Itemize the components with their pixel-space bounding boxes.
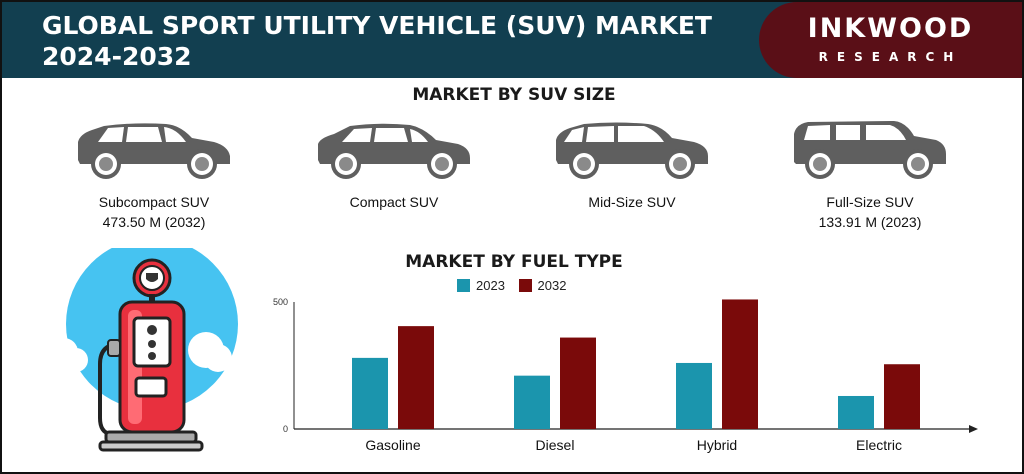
car-item-compact: Compact SUV: [294, 116, 494, 212]
fuel-pump-icon: [56, 248, 238, 452]
bar-2032-electric: [884, 364, 920, 429]
fuel-type-title: MARKET BY FUEL TYPE: [405, 252, 623, 272]
midsize-suv-icon: [556, 122, 708, 179]
logo-subtitle: RESEARCH: [818, 50, 963, 64]
bar-2023-electric: [838, 395, 874, 429]
legend-label: 2023: [476, 278, 505, 293]
bar-2032-diesel: [560, 337, 596, 429]
legend-swatch: [518, 279, 532, 292]
x-tick-label: Electric: [856, 437, 902, 453]
fullsize-suv-icon: [794, 121, 946, 179]
car-item-fullsize: Full-Size SUV 133.91 M (2023): [770, 116, 970, 232]
bar-2032-hybrid: [722, 299, 758, 429]
car-value: 133.91 M (2023): [818, 214, 922, 230]
x-tick-label: Gasoline: [365, 437, 420, 453]
car-name: Subcompact SUV: [98, 194, 210, 210]
suv-size-title: MARKET BY SUV SIZE: [412, 85, 616, 105]
car-name: Full-Size SUV: [826, 194, 914, 210]
x-axis-arrow: [969, 425, 978, 433]
bar-2032-gasoline: [398, 326, 434, 429]
bar-2023-diesel: [514, 375, 550, 429]
bar-2023-gasoline: [352, 357, 388, 429]
legend-label: 2032: [537, 278, 567, 293]
legend-swatch: [457, 279, 470, 292]
logo-name: INKWOOD: [807, 13, 974, 44]
x-tick-label: Diesel: [536, 437, 575, 453]
compact-suv-icon: [318, 123, 470, 179]
header-banner: GLOBAL SPORT UTILITY VEHICLE (SUV) MARKE…: [2, 2, 1022, 78]
car-name: Compact SUV: [349, 194, 439, 210]
legend-item-2023: 2023: [457, 278, 505, 293]
fuel-type-bar-chart: 0 500 Gasoline Diesel Hybrid Electric: [273, 297, 978, 453]
x-tick-label: Hybrid: [697, 437, 737, 453]
chart-legend: 2023 2032: [457, 278, 576, 293]
car-item-midsize: Mid-Size SUV: [532, 116, 732, 212]
y-tick-label: 500: [273, 297, 288, 307]
y-tick-label: 0: [283, 424, 288, 434]
bar-2023-hybrid: [676, 362, 712, 429]
car-value: 473.50 M (2032): [102, 214, 206, 230]
subcompact-suv-icon: [78, 123, 230, 179]
car-item-subcompact: Subcompact SUV 473.50 M (2032): [54, 116, 254, 232]
legend-item-2032: 2032: [518, 278, 567, 293]
page-title: GLOBAL SPORT UTILITY VEHICLE (SUV) MARKE…: [42, 11, 712, 71]
logo-panel: INKWOOD RESEARCH: [759, 2, 1022, 78]
car-name: Mid-Size SUV: [588, 194, 676, 210]
